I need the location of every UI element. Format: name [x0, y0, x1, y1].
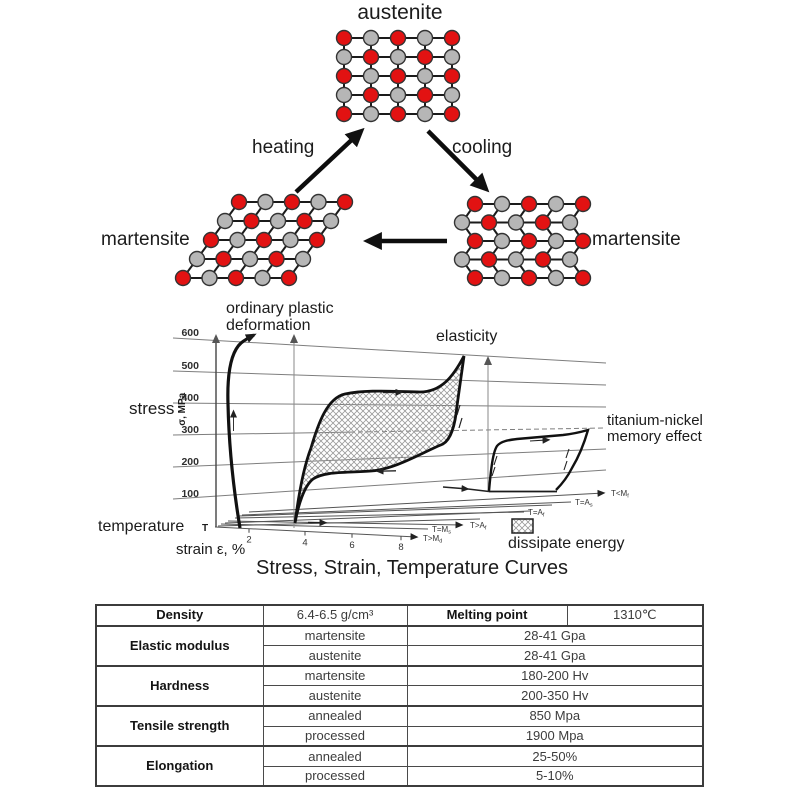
chart-axes	[212, 334, 492, 528]
ordinary-plastic-deformation-curve	[226, 333, 257, 529]
heating-arrow	[294, 127, 365, 194]
stress-label: stress	[129, 399, 175, 418]
table-row: Tensile strength annealed 850 Mpa	[95, 704, 704, 747]
table-cell: austenite	[262, 645, 408, 667]
table-cell: 5-10%	[406, 765, 704, 787]
martensite-deformed-lattice	[174, 193, 354, 287]
svg-text:400: 400	[181, 392, 199, 404]
cooling-label: cooling	[452, 137, 513, 158]
svg-text:100: 100	[181, 488, 199, 500]
svg-text:500: 500	[181, 360, 199, 372]
superelastic-loop-path	[293, 355, 466, 524]
svg-text:T>Md: T>Md	[423, 534, 442, 545]
austenite-label: austenite	[357, 1, 443, 24]
table-cell: 200-350 Hv	[406, 685, 704, 707]
chart-grid-and-temperature-axes: 600 500 400 300 200 100 T>MdT=Ms T>Af T=Af T=As T<…	[172, 327, 629, 553]
ordinary-plastic-deformation-label: ordinary plastic deformation	[226, 300, 334, 334]
svg-text:8: 8	[398, 542, 403, 553]
table-cell: 25-50%	[406, 745, 704, 767]
table-cell: 850 Mpa	[406, 704, 704, 727]
cooling-arrow	[426, 129, 490, 193]
table-cell: processed	[262, 725, 408, 747]
table-cell-hardness: Hardness	[95, 664, 264, 707]
heating-label: heating	[252, 137, 315, 158]
svg-text:600: 600	[181, 327, 199, 339]
table-cell: annealed	[262, 745, 408, 767]
table-cell: martensite	[262, 624, 408, 647]
temperature-label: temperature	[98, 518, 185, 535]
table-cell: 28-41 Gpa	[406, 624, 704, 647]
table-row: austenite 28-41 Gpa	[96, 645, 704, 667]
svg-text:T=Ms: T=Ms	[432, 525, 451, 536]
martensite-right-label: martensite	[592, 229, 681, 250]
martensite-twinned-lattice	[453, 195, 592, 287]
memory-loop-path	[487, 428, 590, 492]
properties-table: Density 6.4-6.5 g/cm³ Melting point 1310…	[95, 604, 704, 788]
svg-text:T>Af: T>Af	[470, 521, 487, 532]
table-cell-density: Density	[95, 604, 264, 627]
superelastic-loop	[293, 355, 466, 524]
table-cell: processed	[262, 765, 408, 787]
table-row: processed 1900 Mpa	[96, 725, 704, 747]
svg-text:200: 200	[181, 456, 199, 468]
table-row: Density 6.4-6.5 g/cm³ Melting point 1310…	[95, 604, 704, 627]
table-row: austenite 200-350 Hv	[96, 685, 704, 707]
table-cell-tensile-strength: Tensile strength	[95, 704, 264, 747]
elasticity-label: elasticity	[436, 328, 498, 345]
table-row: Hardness martensite 180-200 Hv	[95, 664, 704, 707]
svg-text:300: 300	[181, 424, 199, 436]
table-cell-density-value: 6.4-6.5 g/cm³	[262, 604, 408, 627]
table-cell: 1900 Mpa	[406, 725, 704, 747]
table-cell: annealed	[262, 704, 408, 727]
table-cell-elastic-modulus: Elastic modulus	[95, 624, 264, 667]
dissipate-energy-label: dissipate energy	[508, 535, 625, 552]
table-cell-elongation: Elongation	[95, 745, 264, 787]
svg-text:6: 6	[349, 540, 354, 551]
sigma-axis-label: σ, MPa	[176, 392, 188, 426]
table-row: Elastic modulus martensite 28-41 Gpa	[95, 624, 704, 667]
table-row: Elongation annealed 25-50%	[95, 745, 704, 787]
table-cell: 28-41 Gpa	[406, 645, 704, 667]
svg-text:T=Af: T=Af	[528, 508, 545, 519]
svg-text:4: 4	[302, 538, 307, 549]
table-cell: martensite	[262, 664, 408, 687]
strain-axis-label: strain ε, %	[176, 541, 246, 558]
svg-text:T=As: T=As	[575, 498, 593, 509]
memory-entry-arrow	[442, 484, 470, 492]
memory-plateau-arrow	[529, 436, 551, 444]
transformation-arrows	[294, 127, 490, 250]
dissipate-energy-swatch	[511, 518, 534, 534]
table-cell: 180-200 Hv	[406, 664, 704, 687]
table-cell-melting-point: Melting point	[406, 604, 568, 627]
memory-effect-label: titanium-nickel memory effect	[607, 412, 703, 445]
table-cell: austenite	[262, 685, 408, 707]
table-row: processed 5-10%	[96, 765, 704, 787]
svg-text:2: 2	[246, 535, 251, 546]
memory-effect-loop	[442, 428, 590, 493]
martensite-left-label: martensite	[101, 229, 190, 250]
table-cell-melting-value: 1310℃	[566, 604, 704, 627]
temperature-axis-symbol: T	[202, 523, 209, 534]
svg-text:T<Mf: T<Mf	[611, 489, 629, 500]
chart-title: Stress, Strain, Temperature Curves	[256, 557, 568, 579]
austenite-lattice	[335, 29, 461, 123]
